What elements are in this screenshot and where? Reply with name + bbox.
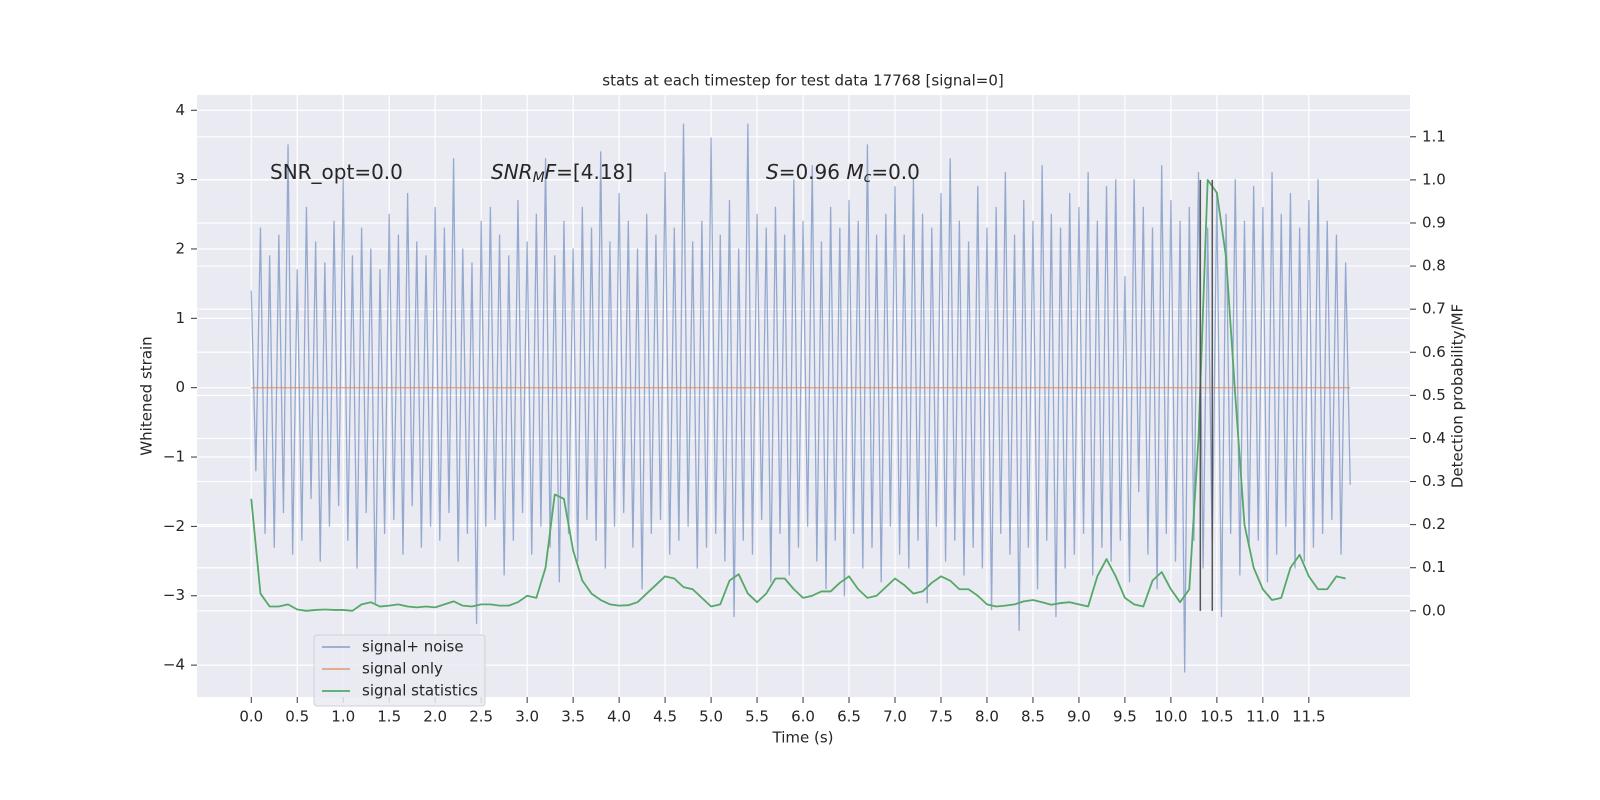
x-tick-label: 2.5 (469, 708, 493, 726)
x-tick-label: 9.0 (1067, 708, 1091, 726)
annotation-part: S (766, 160, 779, 184)
y-tick-label: 0 (175, 378, 185, 396)
annotation-part: M (533, 170, 545, 186)
x-tick-label: 8.0 (975, 708, 999, 726)
x-tick-label: 7.0 (883, 708, 907, 726)
annotation: SNRMF=[4.18] (491, 160, 633, 187)
x-tick-label: 0.5 (285, 708, 309, 726)
x-tick-label: 11.5 (1292, 708, 1325, 726)
x-tick-label: 11.0 (1246, 708, 1279, 726)
x-tick-label: 9.5 (1113, 708, 1137, 726)
x-tick-label: 4.5 (653, 708, 677, 726)
x-tick-label: 6.0 (791, 708, 815, 726)
x-tick-label: 1.5 (377, 708, 401, 726)
x-tick-label: 6.5 (837, 708, 861, 726)
x-tick-label: 10.0 (1154, 708, 1187, 726)
y2-tick-label: 0.9 (1422, 213, 1446, 231)
annotation-part: =0.96 (779, 160, 847, 184)
chart-title: stats at each timestep for test data 177… (602, 72, 1003, 90)
series-line (250, 178, 1346, 612)
y2-tick-label: 0.6 (1422, 343, 1446, 361)
y2-tick-label: 0.5 (1422, 386, 1446, 404)
y2-axis-label: Detection probability/MF (1449, 304, 1467, 488)
x-tick-label: 5.0 (699, 708, 723, 726)
x-tick-label: 1.0 (331, 708, 355, 726)
y2-tick-label: 0.4 (1422, 429, 1446, 447)
annotation: SNR_opt=0.0 (270, 160, 403, 184)
x-tick-label: 4.0 (607, 708, 631, 726)
legend-label: signal+ noise (362, 638, 464, 656)
y2-tick-label: 0.7 (1422, 300, 1446, 318)
y2-tick-label: 0.1 (1422, 558, 1446, 576)
annotation: S=0.96 Mc=0.0 (766, 160, 920, 187)
legend-label: signal only (362, 660, 443, 678)
y2-tick-label: 1.1 (1422, 127, 1446, 145)
y2-tick-label: 1.0 (1422, 170, 1446, 188)
y-tick-label: −3 (163, 586, 185, 604)
y-axis-label: Whitened strain (138, 336, 156, 455)
x-tick-label: 2.0 (423, 708, 447, 726)
y2-tick-label: 0.3 (1422, 472, 1446, 490)
annotation-part: M (846, 160, 863, 184)
y2-tick-label: 0.2 (1422, 515, 1446, 533)
annotation-part: c (864, 170, 872, 186)
y-tick-label: 2 (175, 239, 185, 257)
y-tick-label: −2 (163, 517, 185, 535)
x-tick-label: 0.0 (239, 708, 263, 726)
legend-box (313, 634, 486, 707)
annotation-part: =0.0 (871, 160, 920, 184)
x-tick-label: 3.0 (515, 708, 539, 726)
x-tick-label: 3.5 (561, 708, 585, 726)
y2-tick-label: 0.8 (1422, 257, 1446, 275)
annotation-part: SNR_opt=0.0 (270, 160, 403, 184)
annotation-part: SNR (491, 160, 533, 184)
y-tick-label: 1 (175, 309, 185, 327)
annotation-part: F (545, 160, 557, 184)
y-tick-label: 3 (175, 170, 185, 188)
x-tick-label: 10.5 (1200, 708, 1233, 726)
x-axis-label: Time (s) (772, 729, 834, 747)
x-tick-label: 7.5 (929, 708, 953, 726)
y-tick-label: −4 (163, 656, 185, 674)
legend-label: signal statistics (362, 682, 478, 700)
y2-tick-label: 0.0 (1422, 601, 1446, 619)
y-tick-label: −1 (163, 448, 185, 466)
series-line (250, 123, 1351, 673)
annotation-part: =[4.18] (556, 160, 633, 184)
y-tick-label: 4 (175, 101, 185, 119)
x-tick-label: 8.5 (1021, 708, 1045, 726)
x-tick-label: 5.5 (745, 708, 769, 726)
